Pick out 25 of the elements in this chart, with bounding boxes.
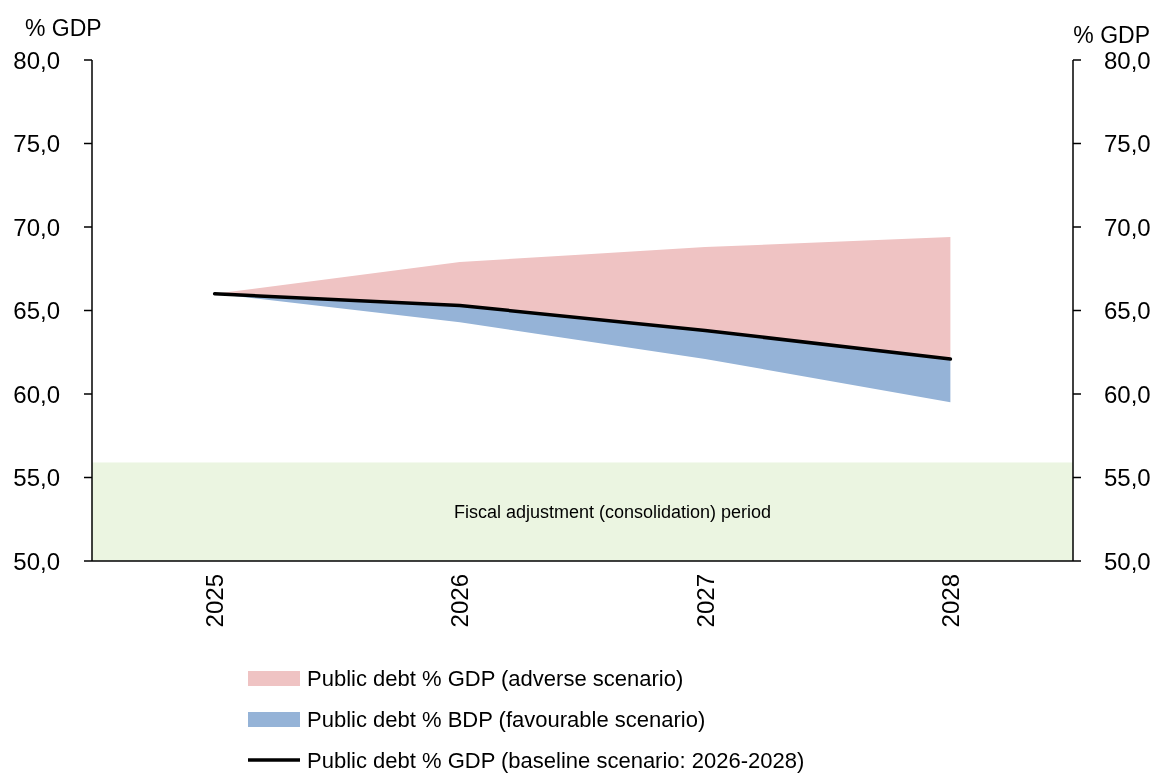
x-tick-label: 2026	[446, 574, 474, 628]
y2-tick-label: 75,0	[1104, 130, 1151, 157]
y2-axis-title: % GDP	[1073, 22, 1150, 48]
band-label: Fiscal adjustment (consolidation) period	[453, 501, 772, 522]
y2-tick-label: 55,0	[1104, 464, 1151, 491]
y2-tick-label: 50,0	[1104, 547, 1151, 575]
legend-label: Public debt % GDP (baseline scenario: 2026-2028)	[307, 747, 805, 773]
y2-tick-label: 65,0	[1104, 297, 1151, 324]
y-tick-label: 50,0	[13, 547, 60, 575]
y2-tick-label: 60,0	[1104, 380, 1151, 408]
y-tick-label: 60,0	[13, 380, 60, 408]
x-tick-label: 2028	[936, 574, 964, 628]
y2-tick-label: 70,0	[1104, 213, 1151, 241]
y-tick-label: 75,0	[13, 130, 60, 157]
x-tick-label: 2025	[201, 574, 229, 628]
y2-tick-label: 80,0	[1104, 46, 1151, 74]
line-series	[212, 292, 953, 361]
y-tick-label: 80,0	[13, 46, 60, 74]
legend-label: Public debt % GDP (adverse scenario)	[307, 665, 684, 691]
x-tick-label: 2027	[691, 574, 719, 628]
y-tick-label: 70,0	[13, 213, 60, 241]
y-tick-label: 55,0	[13, 464, 60, 491]
legend-label: Public debt % BDP (favourable scenario)	[307, 706, 706, 732]
y-tick-label: 65,0	[13, 297, 60, 324]
y-axis-title: % GDP	[25, 15, 102, 41]
